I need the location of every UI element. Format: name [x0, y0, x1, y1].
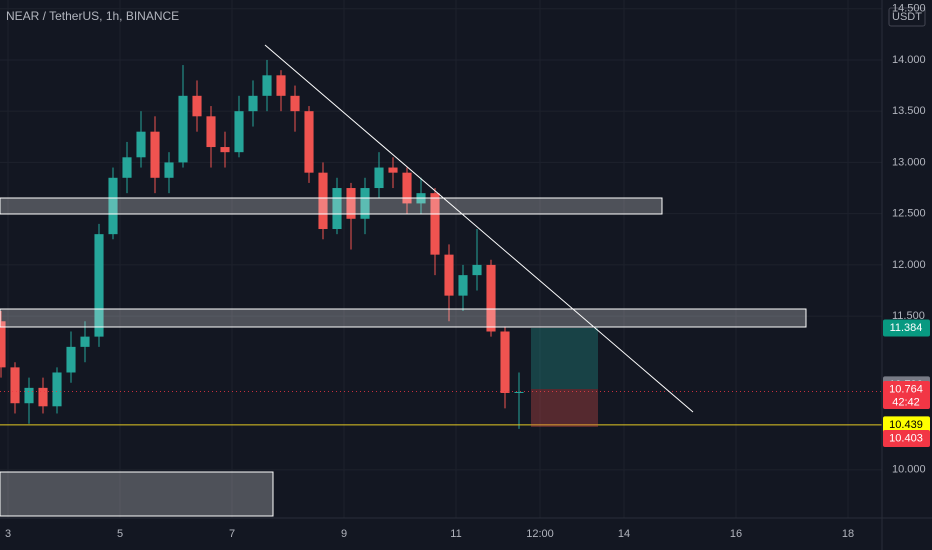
candle-body [150, 131, 160, 178]
candle-body [402, 172, 412, 204]
x-tick-label: 16 [730, 528, 742, 540]
price-label-box [883, 319, 930, 337]
candle-body [514, 391, 524, 393]
candle-body [332, 188, 342, 230]
candle-body [276, 75, 286, 96]
y-tick-label: 14.000 [892, 54, 926, 66]
x-tick-label: 3 [5, 528, 11, 540]
price-label: 10.439 [889, 419, 923, 431]
price-label-box [883, 381, 930, 410]
chart-title: NEAR / TetherUS, 1h, BINANCE [6, 9, 179, 23]
candle-body [486, 264, 496, 332]
candle-body [262, 75, 272, 96]
candle-body [206, 116, 216, 148]
zone [0, 471, 274, 517]
currency: USDT [892, 11, 922, 23]
price-label-box [883, 416, 930, 434]
candle-body [122, 157, 132, 178]
candle-body [234, 111, 244, 153]
candle-body [38, 387, 48, 407]
zone [0, 308, 807, 328]
x-tick-label: 11 [450, 528, 461, 540]
candle-body [318, 172, 328, 230]
trend-line [264, 44, 694, 413]
candle-body [304, 111, 314, 173]
price-label: 10.403 [889, 432, 923, 444]
candle-body [80, 336, 90, 347]
candle-body [192, 95, 202, 117]
price-label: 10.764 [889, 383, 923, 395]
x-tick-label: 7 [229, 528, 235, 540]
x-tick-label: 5 [117, 528, 123, 540]
candle-body [458, 275, 468, 296]
y-tick-label: 13.000 [892, 156, 926, 168]
currency-box [888, 7, 926, 27]
price-label-box [883, 430, 930, 448]
candle-body [10, 367, 20, 404]
candle-body [248, 95, 258, 112]
candle-body [0, 321, 6, 368]
candle-body [472, 264, 482, 276]
candle-body [164, 162, 174, 178]
y-tick-label: 12.500 [892, 208, 926, 220]
zone [0, 197, 663, 215]
candle-body [360, 188, 370, 219]
price-label: 11.384 [890, 322, 923, 334]
candle-body [24, 387, 34, 404]
target-zone [531, 328, 598, 389]
x-tick-label: 12:00 [526, 528, 554, 540]
candle-body [178, 95, 188, 163]
candle-body [290, 95, 300, 112]
candle-body [500, 331, 510, 393]
x-tick-label: 9 [341, 528, 347, 540]
candle-body [444, 254, 454, 296]
candle-body [136, 131, 146, 158]
y-tick-label: 11.500 [892, 310, 925, 322]
candle-body [66, 346, 76, 373]
x-tick-label: 18 [842, 528, 854, 540]
y-tick-label: 10.000 [892, 464, 926, 476]
candle-body [346, 188, 356, 219]
axis: 10.000 11.500 12.000 12.500 13.000 13.500 14.0… [5, 3, 930, 540]
candle-body [94, 234, 104, 337]
grid [0, 0, 882, 518]
stop-zone [531, 389, 598, 427]
y-tick-label: 13.500 [892, 105, 926, 117]
candle-body [220, 147, 230, 153]
y-tick-label: 14.500 [892, 3, 926, 15]
candle-body [374, 167, 384, 189]
candle-body [52, 372, 62, 407]
x-tick-label: 14 [618, 528, 630, 540]
candle-body [430, 193, 440, 255]
y-tick-label: 12.000 [892, 259, 926, 271]
candles [0, 59, 882, 429]
candle-body [108, 177, 118, 235]
countdown: 42:42 [892, 396, 920, 408]
candle-body [388, 167, 398, 173]
drawings [0, 44, 807, 517]
